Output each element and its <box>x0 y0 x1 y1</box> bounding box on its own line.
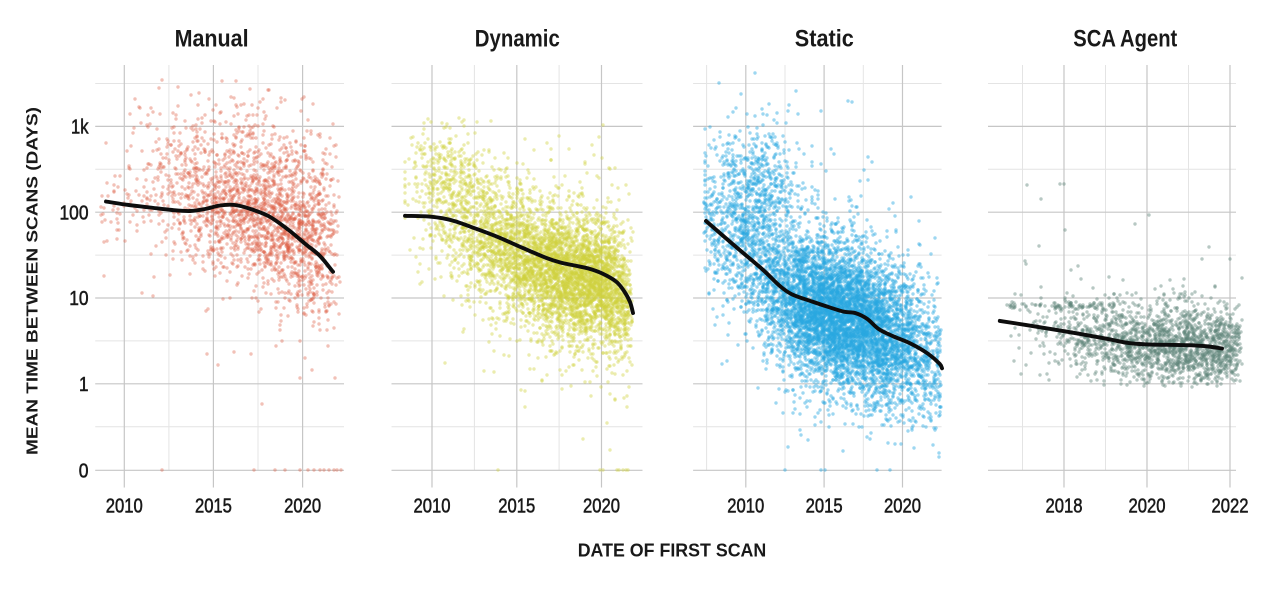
svg-text:Static: Static <box>795 25 854 52</box>
svg-text:DATE OF FIRST SCAN: DATE OF FIRST SCAN <box>578 540 767 560</box>
svg-text:2018: 2018 <box>1046 495 1083 517</box>
svg-text:Manual: Manual <box>175 25 249 52</box>
svg-text:2020: 2020 <box>284 495 321 517</box>
svg-text:2015: 2015 <box>195 495 232 517</box>
svg-text:2015: 2015 <box>498 495 535 517</box>
svg-text:MEAN TIME BETWEEN SCANS (DAYS): MEAN TIME BETWEEN SCANS (DAYS) <box>25 107 42 455</box>
svg-text:Dynamic: Dynamic <box>475 25 560 52</box>
svg-text:2010: 2010 <box>727 495 764 517</box>
svg-text:2010: 2010 <box>414 495 451 517</box>
svg-text:2010: 2010 <box>106 495 143 517</box>
svg-text:2020: 2020 <box>884 495 921 517</box>
svg-text:2020: 2020 <box>1129 495 1166 517</box>
svg-text:2015: 2015 <box>806 495 843 517</box>
svg-text:1k: 1k <box>71 117 89 139</box>
svg-text:2020: 2020 <box>583 495 620 517</box>
svg-text:10: 10 <box>69 288 88 310</box>
svg-text:0: 0 <box>79 461 89 483</box>
svg-text:1: 1 <box>79 374 89 396</box>
svg-text:100: 100 <box>60 202 89 224</box>
svg-text:SCA Agent: SCA Agent <box>1073 25 1177 52</box>
svg-text:2022: 2022 <box>1212 495 1249 517</box>
